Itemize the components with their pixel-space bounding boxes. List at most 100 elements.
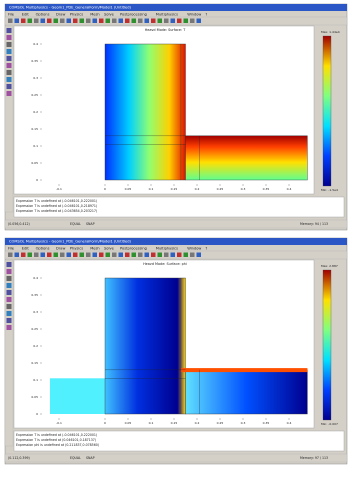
toolbar-button[interactable] xyxy=(118,252,124,258)
toolbar-button[interactable] xyxy=(27,252,33,258)
side-button[interactable] xyxy=(6,56,12,61)
toolbar-button[interactable] xyxy=(131,252,137,258)
toolbar-button[interactable] xyxy=(183,18,189,24)
side-button[interactable] xyxy=(6,262,12,267)
side-button[interactable] xyxy=(6,28,12,33)
menu-item[interactable]: Mesh xyxy=(90,247,99,251)
toolbar-button[interactable] xyxy=(164,252,169,258)
menu-item[interactable]: File xyxy=(8,13,15,17)
toolbar-button[interactable] xyxy=(53,18,59,24)
menu-item[interactable]: Draw xyxy=(56,247,65,251)
menu-item[interactable]: Physics xyxy=(70,247,83,251)
side-button[interactable] xyxy=(6,63,12,68)
side-button[interactable] xyxy=(6,49,12,54)
toolbar-button[interactable] xyxy=(66,18,72,24)
toolbar-button[interactable] xyxy=(53,252,59,258)
menu-item[interactable]: Multiphysics xyxy=(156,247,178,251)
toolbar-button[interactable] xyxy=(138,18,143,24)
toolbar-button[interactable] xyxy=(8,18,13,24)
toolbar-button[interactable] xyxy=(105,252,111,258)
toolbar-button[interactable] xyxy=(177,252,182,258)
side-button[interactable] xyxy=(6,276,12,281)
toolbar-button[interactable] xyxy=(112,252,117,258)
toolbar-button[interactable] xyxy=(34,252,39,258)
toolbar-button[interactable] xyxy=(92,18,98,24)
side-button[interactable] xyxy=(6,77,12,82)
side-button[interactable] xyxy=(6,269,12,274)
toolbar-button[interactable] xyxy=(99,252,104,258)
side-button[interactable] xyxy=(6,84,12,89)
menu-item[interactable]: Physics xyxy=(70,13,83,17)
toolbar-button[interactable] xyxy=(73,18,78,24)
toolbar-button[interactable] xyxy=(34,18,39,24)
toolbar-button[interactable] xyxy=(138,252,143,258)
side-button[interactable] xyxy=(6,35,12,40)
toolbar-button[interactable] xyxy=(118,18,124,24)
toolbar-button[interactable] xyxy=(151,252,156,258)
toolbar-button[interactable] xyxy=(170,252,176,258)
side-button[interactable] xyxy=(6,325,12,330)
side-button[interactable] xyxy=(6,70,12,75)
toolbar-button[interactable] xyxy=(196,18,202,24)
toolbar-button[interactable] xyxy=(177,18,182,24)
toolbar-button[interactable] xyxy=(196,252,202,258)
toolbar-button[interactable] xyxy=(79,252,85,258)
menu-item[interactable]: Solve xyxy=(104,247,115,251)
toolbar-button[interactable] xyxy=(21,252,26,258)
toolbar-button[interactable] xyxy=(151,18,156,24)
menu-item[interactable]: Postprocessing xyxy=(120,247,147,251)
toolbar-button[interactable] xyxy=(99,18,104,24)
toolbar-button[interactable] xyxy=(27,18,33,24)
menu-item[interactable]: Edit xyxy=(22,13,30,17)
toolbar-button[interactable] xyxy=(40,252,46,258)
toolbar-button[interactable] xyxy=(125,252,130,258)
toolbar-button[interactable] xyxy=(60,252,65,258)
side-button[interactable] xyxy=(6,290,12,295)
toolbar-button[interactable] xyxy=(131,18,137,24)
menu-item[interactable]: Edit xyxy=(22,247,30,251)
toolbar-button[interactable] xyxy=(86,252,91,258)
toolbar-button[interactable] xyxy=(105,18,111,24)
menu-item[interactable]: Window xyxy=(187,13,201,17)
side-button[interactable] xyxy=(6,283,12,288)
menu-item[interactable]: ? xyxy=(205,247,207,251)
toolbar-button[interactable] xyxy=(60,18,65,24)
toolbar-button[interactable] xyxy=(112,18,117,24)
menu-item[interactable]: File xyxy=(8,247,15,251)
side-button[interactable] xyxy=(6,91,12,96)
toolbar-button[interactable] xyxy=(8,252,13,258)
menu-item[interactable]: Options xyxy=(36,247,50,251)
menu-item[interactable]: Draw xyxy=(56,13,65,17)
toolbar-button[interactable] xyxy=(14,252,20,258)
toolbar-button[interactable] xyxy=(144,18,150,24)
toolbar-button[interactable] xyxy=(125,18,130,24)
toolbar-button[interactable] xyxy=(92,252,98,258)
menu-item[interactable]: Multiphysics xyxy=(156,13,178,17)
toolbar-button[interactable] xyxy=(164,18,169,24)
toolbar-button[interactable] xyxy=(157,252,163,258)
toolbar-button[interactable] xyxy=(183,252,189,258)
menu-item[interactable]: ? xyxy=(205,13,207,17)
toolbar-button[interactable] xyxy=(66,252,72,258)
toolbar-button[interactable] xyxy=(190,18,195,24)
menu-item[interactable]: Window xyxy=(187,247,201,251)
toolbar-button[interactable] xyxy=(86,18,91,24)
toolbar-button[interactable] xyxy=(170,18,176,24)
toolbar-button[interactable] xyxy=(79,18,85,24)
menu-item[interactable]: Options xyxy=(36,13,50,17)
toolbar-button[interactable] xyxy=(144,252,150,258)
toolbar-button[interactable] xyxy=(14,18,20,24)
menu-item[interactable]: Solve xyxy=(104,13,115,17)
toolbar-button[interactable] xyxy=(47,18,52,24)
toolbar-button[interactable] xyxy=(190,252,195,258)
menu-item[interactable]: Mesh xyxy=(90,13,99,17)
side-button[interactable] xyxy=(6,42,12,47)
toolbar-button[interactable] xyxy=(157,18,163,24)
menu-item[interactable]: Postprocessing xyxy=(120,13,147,17)
side-button[interactable] xyxy=(6,304,12,309)
toolbar-button[interactable] xyxy=(73,252,78,258)
side-button[interactable] xyxy=(6,311,12,316)
side-button[interactable] xyxy=(6,318,12,323)
toolbar-button[interactable] xyxy=(47,252,52,258)
toolbar-button[interactable] xyxy=(21,18,26,24)
